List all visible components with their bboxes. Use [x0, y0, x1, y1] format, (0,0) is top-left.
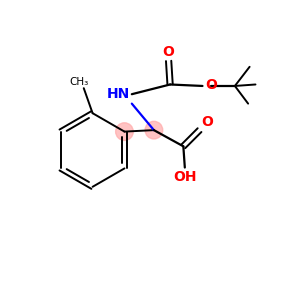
Text: HN: HN: [107, 87, 130, 101]
Text: CH₃: CH₃: [70, 77, 89, 87]
Text: O: O: [201, 115, 213, 129]
Circle shape: [116, 123, 133, 140]
Circle shape: [145, 121, 163, 139]
Text: OH: OH: [173, 170, 196, 184]
Text: O: O: [206, 78, 217, 92]
Text: O: O: [163, 45, 175, 58]
